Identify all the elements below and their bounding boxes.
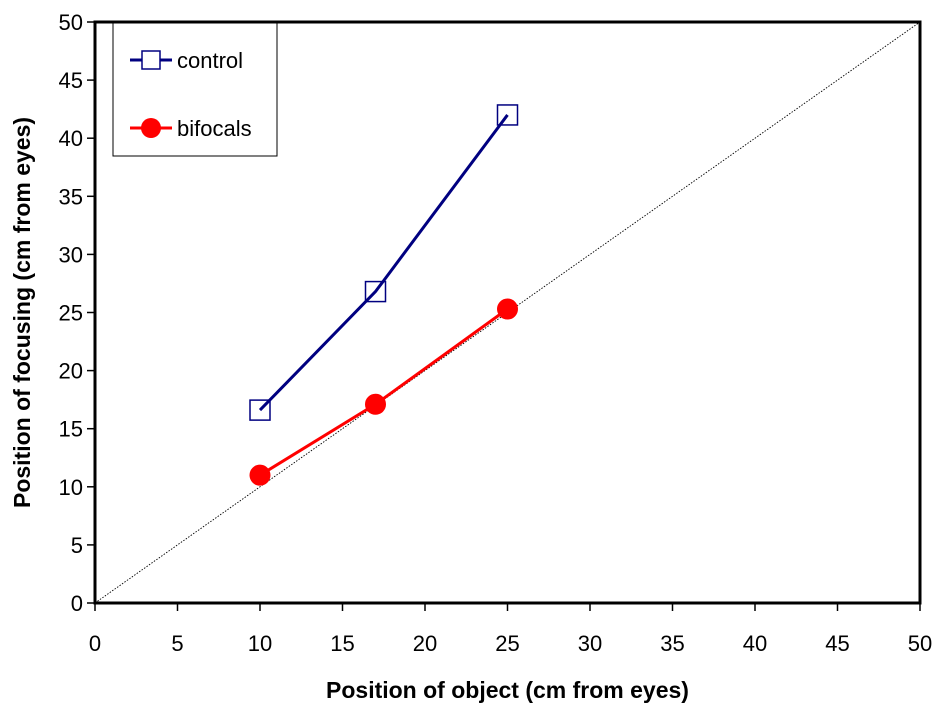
legend: control bifocals [112, 22, 278, 157]
legend-entry-control: control [130, 48, 243, 73]
x-tick-label: 15 [330, 631, 354, 656]
x-tick-label: 0 [89, 631, 101, 656]
x-axis-ticks: 0 5 10 15 20 25 30 35 40 45 50 [89, 603, 932, 656]
x-tick-label: 20 [413, 631, 437, 656]
y-tick-label: 10 [59, 475, 83, 500]
y-tick-label: 40 [59, 126, 83, 151]
x-tick-label: 50 [908, 631, 932, 656]
legend-box [112, 22, 278, 157]
data-point-control [249, 399, 271, 421]
y-tick-label: 25 [59, 301, 83, 326]
legend-marker-bifocals [141, 118, 161, 138]
x-tick-label: 10 [248, 631, 272, 656]
y-tick-label: 5 [71, 533, 83, 558]
series-control [249, 104, 519, 421]
x-axis-title: Position of object (cm from eyes) [326, 677, 689, 703]
legend-marker-control [141, 50, 161, 70]
legend-entry-bifocals: bifocals [130, 116, 252, 141]
y-tick-label: 15 [59, 417, 83, 442]
y-axis-title: Position of focusing (cm from eyes) [9, 117, 35, 508]
y-axis-ticks: 0 5 10 15 20 25 30 35 40 45 50 [59, 10, 95, 616]
x-tick-label: 40 [743, 631, 767, 656]
data-point-bifocals [365, 393, 386, 415]
legend-entries: control bifocals [130, 48, 252, 141]
y-tick-label: 35 [59, 184, 83, 209]
x-tick-label: 5 [171, 631, 183, 656]
series-line-control [258, 114, 509, 412]
series-line-bifocals [259, 307, 509, 477]
data-point-control [496, 104, 519, 126]
y-tick-label: 20 [59, 359, 83, 384]
y-tick-label: 50 [59, 10, 83, 35]
x-tick-label: 35 [660, 631, 684, 656]
legend-label-control: control [177, 48, 243, 73]
y-tick-label: 45 [59, 68, 83, 93]
data-point-control [364, 280, 387, 303]
series-layer [249, 104, 519, 486]
y-tick-label: 30 [59, 242, 83, 267]
x-tick-label: 25 [495, 631, 519, 656]
legend-label-bifocals: bifocals [177, 116, 252, 141]
x-tick-label: 30 [578, 631, 602, 656]
x-tick-label: 45 [825, 631, 849, 656]
data-point-bifocals [249, 464, 271, 486]
series-bifocals [249, 298, 518, 486]
data-point-bifocals [497, 298, 518, 320]
y-tick-label: 0 [71, 591, 83, 616]
